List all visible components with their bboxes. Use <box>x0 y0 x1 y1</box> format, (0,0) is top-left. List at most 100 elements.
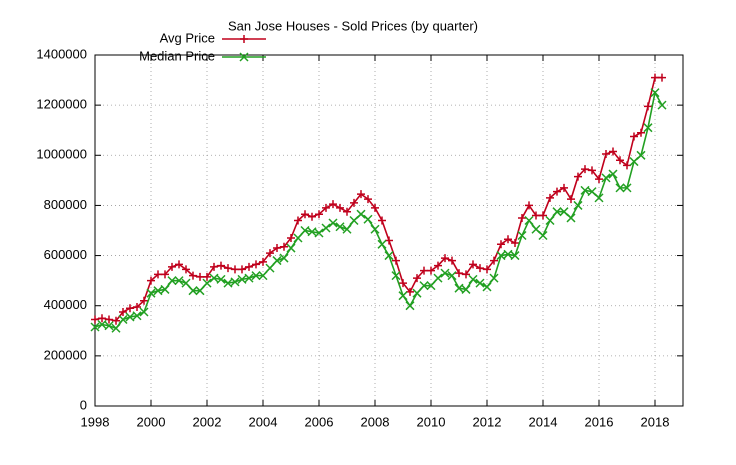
x-tick-label: 2002 <box>193 414 222 429</box>
data-point <box>357 190 365 199</box>
data-point <box>293 233 303 243</box>
data-point <box>504 235 512 244</box>
data-point <box>202 278 212 288</box>
data-point <box>566 213 576 223</box>
data-point <box>405 301 415 311</box>
data-point <box>483 265 491 274</box>
data-point <box>482 282 492 292</box>
y-tick-label: 800000 <box>44 197 87 212</box>
data-point <box>468 274 478 284</box>
data-point <box>440 268 450 278</box>
data-point <box>146 288 156 298</box>
data-point <box>447 271 457 281</box>
data-point <box>329 200 337 209</box>
data-point <box>588 166 596 175</box>
data-point <box>132 311 142 321</box>
x-tick-label: 2012 <box>473 414 502 429</box>
data-point <box>539 211 547 220</box>
data-point <box>622 183 632 193</box>
data-point <box>567 195 575 204</box>
data-point <box>392 256 400 265</box>
data-point <box>433 273 443 283</box>
data-point <box>111 323 121 333</box>
x-tick-label: 2006 <box>305 414 334 429</box>
data-point <box>273 244 281 253</box>
data-point <box>118 314 128 325</box>
data-point <box>251 271 261 281</box>
data-point <box>181 278 191 288</box>
data-point <box>350 198 358 207</box>
data-point <box>644 102 652 111</box>
data-point <box>448 256 456 265</box>
data-point <box>532 211 540 220</box>
data-point <box>168 262 176 271</box>
data-point <box>98 314 106 323</box>
data-point <box>630 132 638 141</box>
data-point <box>441 254 449 263</box>
data-point <box>608 169 618 179</box>
data-point <box>378 216 386 225</box>
data-point <box>126 304 134 313</box>
data-point <box>657 100 667 110</box>
data-point <box>195 286 205 296</box>
data-point <box>139 307 149 317</box>
plot-border <box>94 54 684 407</box>
data-point <box>434 261 442 270</box>
data-point <box>314 228 324 238</box>
data-point <box>188 286 198 296</box>
data-point <box>426 281 436 291</box>
data-point <box>398 291 408 301</box>
legend-label: Avg Price <box>160 30 215 45</box>
data-point <box>538 230 548 241</box>
data-point <box>356 209 366 219</box>
data-point <box>238 265 246 274</box>
data-point <box>455 269 463 278</box>
data-point <box>623 161 631 170</box>
data-point <box>154 270 162 279</box>
data-point <box>594 193 604 203</box>
data-point <box>272 256 282 266</box>
data-point <box>216 274 226 284</box>
data-point <box>230 277 240 287</box>
data-point <box>231 265 239 274</box>
data-point <box>616 156 624 165</box>
data-point <box>546 193 554 202</box>
y-tick-label: 1400000 <box>36 46 87 61</box>
data-point <box>580 185 590 195</box>
x-tick-label: 2004 <box>249 414 278 429</box>
data-point <box>454 283 464 293</box>
data-point <box>503 249 513 259</box>
data-point <box>377 239 387 249</box>
data-point <box>412 288 422 298</box>
data-point <box>490 256 498 265</box>
data-point <box>335 222 345 232</box>
x-tick-label: 1998 <box>81 414 110 429</box>
data-point <box>209 273 219 283</box>
data-point <box>161 270 169 279</box>
data-point <box>496 251 506 261</box>
data-point <box>419 281 429 291</box>
data-point <box>287 234 295 243</box>
data-point <box>125 312 135 322</box>
data-point <box>245 262 253 271</box>
data-point <box>371 203 379 212</box>
legend-marker <box>239 52 249 62</box>
data-point <box>469 260 477 269</box>
data-point <box>266 249 274 258</box>
data-point <box>643 123 653 133</box>
data-point <box>237 274 247 284</box>
data-point <box>307 227 317 237</box>
data-point <box>244 273 254 283</box>
data-point <box>286 243 296 253</box>
x-tick-label: 2016 <box>585 414 614 429</box>
data-point <box>174 276 184 286</box>
legend-marker <box>240 35 248 43</box>
data-point <box>650 88 660 98</box>
data-point <box>384 251 394 261</box>
data-point <box>462 270 470 279</box>
data-point <box>581 165 589 174</box>
data-point <box>328 218 338 228</box>
data-point <box>615 183 625 193</box>
data-point <box>105 315 113 324</box>
legend-label: Median Price <box>139 48 215 63</box>
